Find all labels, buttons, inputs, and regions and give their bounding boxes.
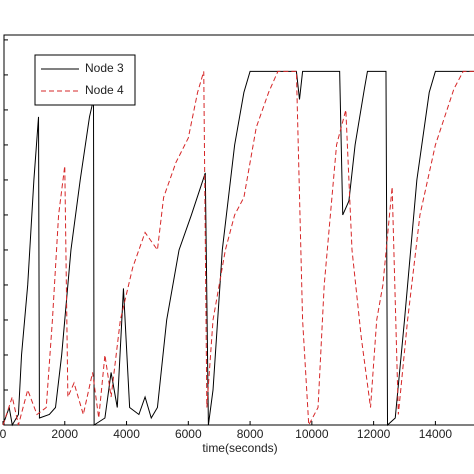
x-tick-label: 6000 — [175, 427, 202, 441]
x-tick-label: 8000 — [237, 427, 264, 441]
x-tick-label: 12000 — [357, 427, 391, 441]
x-tick-label: 14000 — [419, 427, 453, 441]
legend-label: Node 4 — [85, 83, 124, 97]
series-line — [2, 70, 474, 427]
x-tick-label: 10000 — [295, 427, 329, 441]
x-tick-label: 2000 — [51, 427, 78, 441]
series-line — [2, 70, 474, 427]
x-tick-label: 0 — [0, 427, 7, 441]
legend-label: Node 3 — [85, 61, 124, 75]
x-axis-label: time(seconds) — [202, 441, 277, 455]
legend-box — [34, 54, 136, 106]
plot-frame — [3, 34, 474, 426]
x-tick-label: 4000 — [113, 427, 140, 441]
